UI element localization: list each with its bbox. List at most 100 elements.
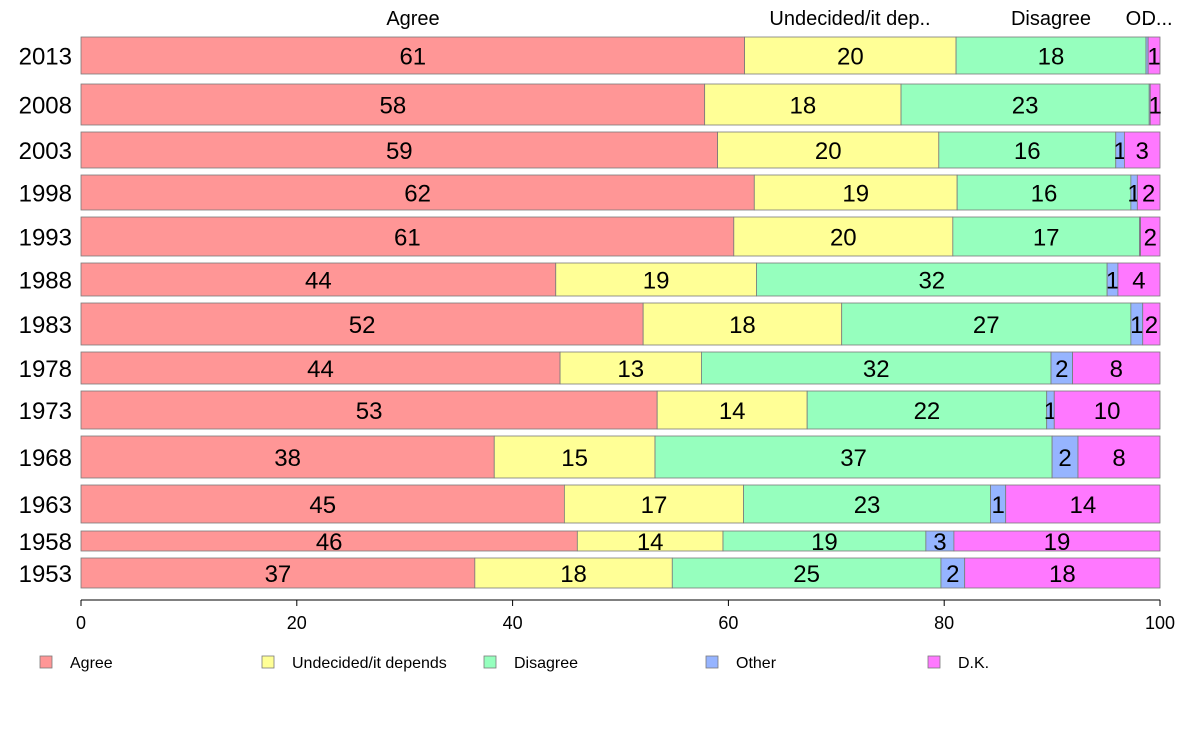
legend-item: Other xyxy=(705,655,777,672)
bar-segment xyxy=(671,557,942,589)
bar-segment xyxy=(563,484,744,524)
bar-row-1993: 61 20 17 2 xyxy=(80,216,1161,257)
bar-segment xyxy=(704,83,902,126)
bar-segment xyxy=(1123,131,1161,169)
bar-segment xyxy=(555,262,757,297)
bar-value-label: 59 xyxy=(386,138,413,165)
bar-value-label: 19 xyxy=(1044,529,1071,556)
bar-row-1978: 44 13 32 2 8 xyxy=(80,351,1161,385)
bar-value-label: 18 xyxy=(789,93,816,120)
bar-segment xyxy=(1117,262,1161,297)
bar-row-1953: 37 18 25 2 18 xyxy=(80,557,1161,589)
bar-segment xyxy=(1005,484,1161,524)
bar-value-label: 17 xyxy=(641,492,668,519)
legend-item: Disagree xyxy=(483,655,578,672)
legend: Agree Undecided/it depends Disagree Other D.… xyxy=(39,655,989,672)
bar-segment xyxy=(756,262,1108,297)
legend-label: Disagree xyxy=(514,655,578,672)
bar-segment xyxy=(80,174,755,211)
bar-segment xyxy=(80,302,644,346)
bar-row-2008: 58 18 23 1 xyxy=(80,83,1162,126)
bar-value-label: 23 xyxy=(854,492,881,519)
bar-value-label: 10 xyxy=(1094,398,1121,425)
bar-segment xyxy=(743,484,991,524)
legend-swatch xyxy=(39,655,53,669)
year-label: 1953 xyxy=(19,561,72,588)
bar-value-label: 1 xyxy=(991,492,1004,519)
bar-segment xyxy=(1136,174,1161,211)
year-label: 1958 xyxy=(19,529,72,556)
bar-segment xyxy=(80,262,557,297)
bar-segment xyxy=(1077,435,1161,479)
bar-value-label: 61 xyxy=(399,44,426,71)
bar-value-label: 1 xyxy=(1147,44,1160,71)
bar-value-label: 52 xyxy=(349,312,376,339)
bar-segment xyxy=(80,83,706,126)
bar-row-1973: 53 14 22 1 10 xyxy=(80,390,1161,430)
bar-value-label: 16 xyxy=(1031,181,1058,208)
bar-value-label: 17 xyxy=(1033,225,1060,252)
year-label: 2003 xyxy=(19,138,72,165)
bar-segment xyxy=(733,216,954,257)
year-label: 2013 xyxy=(19,44,72,71)
column-header: O.. xyxy=(1126,8,1153,30)
bar-value-label: 15 xyxy=(561,445,588,472)
bar-value-label: 45 xyxy=(309,492,336,519)
bar-segment xyxy=(952,216,1140,257)
legend-label: Agree xyxy=(70,655,113,672)
bar-segment xyxy=(559,351,702,385)
year-label: 1978 xyxy=(19,356,72,383)
bar-value-label: 2 xyxy=(1055,356,1068,383)
bar-segment xyxy=(1147,36,1161,75)
bar-value-label: 46 xyxy=(316,529,343,556)
bar-value-label: 44 xyxy=(305,268,332,295)
bar-value-label: 62 xyxy=(404,181,431,208)
bar-value-label: 2 xyxy=(946,561,959,588)
bar-value-label: 32 xyxy=(918,268,945,295)
bar-segment xyxy=(1072,351,1161,385)
bar-value-label: 3 xyxy=(933,529,946,556)
bar-value-label: 19 xyxy=(842,181,869,208)
bar-value-label: 53 xyxy=(356,398,383,425)
bar-segment xyxy=(80,216,735,257)
column-header: Agree xyxy=(386,8,439,30)
bar-segment xyxy=(744,36,957,75)
year-label: 1963 xyxy=(19,492,72,519)
bar-segment xyxy=(654,435,1053,479)
bar-value-label: 19 xyxy=(811,529,838,556)
x-tick-label: 60 xyxy=(718,613,738,633)
legend-item: D.K. xyxy=(927,655,989,672)
bar-segment xyxy=(642,302,843,346)
bars-area: 61 20 18 158 18 23 159 20 16 1 362 19 16 1 261 20 17 244 1… xyxy=(80,36,1162,589)
bar-value-label: 19 xyxy=(643,268,670,295)
bar-value-label: 1 xyxy=(1106,268,1119,295)
bar-row-1963: 45 17 23 1 14 xyxy=(80,484,1161,524)
x-axis: 0 20 40 60 80 100 xyxy=(76,599,1175,633)
year-label: 1998 xyxy=(19,181,72,208)
bar-segment xyxy=(753,174,958,211)
bar-value-label: 37 xyxy=(265,561,292,588)
bar-segment xyxy=(1149,83,1161,126)
bar-segment xyxy=(953,530,1161,552)
bar-value-label: 22 xyxy=(914,398,941,425)
bar-value-label: 20 xyxy=(815,138,842,165)
bar-value-label: 25 xyxy=(793,561,820,588)
bar-value-label: 3 xyxy=(1136,138,1149,165)
bar-value-label: 23 xyxy=(1012,93,1039,120)
year-label: 1968 xyxy=(19,445,72,472)
bar-value-label: 20 xyxy=(830,225,857,252)
year-label: 1983 xyxy=(19,312,72,339)
bar-value-label: 14 xyxy=(637,529,664,556)
x-tick-label: 40 xyxy=(503,613,523,633)
bar-value-label: 18 xyxy=(1038,44,1065,71)
bar-value-label: 8 xyxy=(1110,356,1123,383)
bar-row-1988: 44 19 32 1 4 xyxy=(80,262,1161,297)
bar-value-label: 61 xyxy=(394,225,421,252)
bar-value-label: 27 xyxy=(973,312,1000,339)
column-header: D... xyxy=(1141,8,1172,30)
bar-value-label: 1 xyxy=(1113,138,1126,165)
bar-value-label: 38 xyxy=(274,445,301,472)
legend-item: Undecided/it depends xyxy=(261,655,447,672)
bar-segment xyxy=(80,557,476,589)
